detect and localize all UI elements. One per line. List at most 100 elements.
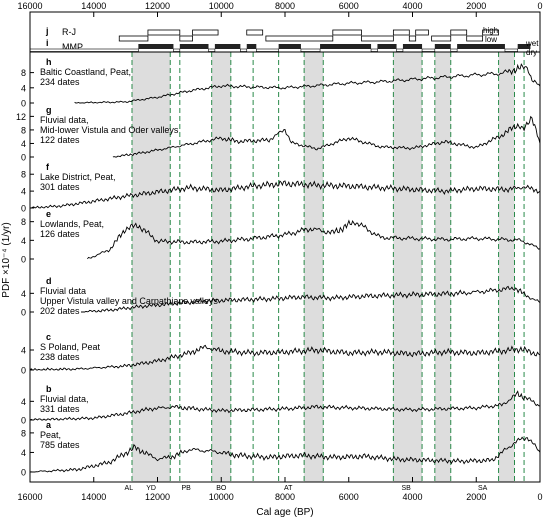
series-line-f: [30, 180, 541, 209]
mmp-dry-label: dry: [526, 48, 537, 57]
rj-high-seg-3: [332, 29, 362, 36]
y-tick-label-f-2: 0: [21, 204, 26, 214]
mmp-dry-seg-7: [396, 48, 404, 52]
y-tick-label-g-1: 8: [21, 125, 26, 135]
period-label-pb: PB: [182, 485, 192, 492]
dashed-boundaries: [131, 52, 525, 482]
mmp-wet-seg-7: [402, 44, 423, 49]
rj-low-seg-4: [408, 35, 417, 42]
shaded-band-1: [211, 52, 231, 482]
period-label-bo: BO: [216, 485, 227, 492]
x-tick-label-top-1: 14000: [81, 1, 106, 11]
mmp-dry-seg-3: [240, 48, 248, 52]
mmp-wet-seg-9: [457, 44, 505, 49]
series-dates-d: 202 dates: [40, 306, 80, 316]
rj-low-seg-0: [118, 35, 149, 42]
rj-high-label: high: [483, 26, 498, 35]
y-tick-label-h-2: 0: [21, 99, 26, 109]
x-tick-label-bottom-5: 6000: [339, 492, 359, 502]
rj-low-label: low: [485, 35, 497, 44]
rj-low-seg-2: [265, 35, 334, 42]
x-tick-label-bottom-4: 8000: [275, 492, 295, 502]
series-letter-c: c: [46, 332, 51, 342]
mmp-dry-seg-0: [29, 48, 139, 52]
series-name-e: Lowlands, Peat,: [40, 219, 104, 229]
y-tick-label-a-1: 4: [21, 448, 26, 458]
x-tick-label-bottom-2: 12000: [145, 492, 170, 502]
period-label-yd: YD: [146, 485, 156, 492]
rj-high-seg-0: [147, 29, 181, 36]
x-tick-label-top-6: 4000: [402, 1, 422, 11]
shaded-band-0: [132, 52, 171, 482]
y-tick-label-e-2: 0: [21, 255, 26, 265]
plot-frame: [29, 11, 541, 483]
x-tick-label-top-8: 0: [537, 1, 542, 11]
mmp-wet-seg-0: [138, 44, 174, 49]
series-line-d: [81, 285, 541, 313]
y-tick-label-d-1: 0: [21, 308, 26, 318]
series-letter-a: a: [46, 420, 52, 430]
mmp-wet-seg-5: [320, 44, 372, 49]
series-dates-b: 331 dates: [40, 404, 80, 414]
series-name-f: Lake District, Peat,: [40, 172, 116, 182]
mmp-dry-seg-9: [450, 48, 458, 52]
mmp-wet-seg-1: [179, 44, 209, 49]
series-dates-g: 122 dates: [40, 135, 80, 145]
row-letter-i: i: [46, 38, 49, 48]
series-letter-b: b: [46, 384, 52, 394]
rj-high-seg-4: [392, 29, 410, 36]
series-name2-d: Upper Vistula valley and Carpathians val…: [40, 296, 218, 306]
y-tick-label-f-0: 8: [21, 170, 26, 180]
series-name-h: Baltic Coastland, Peat,: [40, 67, 131, 77]
series-line-a: [29, 436, 541, 473]
x-tick-label-top-3: 10000: [209, 1, 234, 11]
series-name2-g: Mid-lower Vistula and Oder valleys: [40, 125, 179, 135]
mmp-wet-seg-2: [214, 44, 241, 49]
rj-high-seg-7: [482, 29, 499, 36]
rj-low-seg-5: [431, 35, 452, 42]
x-tick-label-bottom-8: 0: [537, 492, 542, 502]
shaded-band-5: [498, 52, 515, 482]
y-tick-label-g-0: 12: [16, 112, 26, 122]
x-tick-label-bottom-3: 10000: [209, 492, 234, 502]
mmp-dry-seg-5: [300, 48, 321, 52]
series-dates-h: 234 dates: [40, 77, 80, 87]
series-name-g: Fluvial data,: [40, 115, 89, 125]
mmp-dry-seg-6: [370, 48, 378, 52]
rj-high-seg-2: [246, 29, 264, 36]
x-tick-label-top-4: 8000: [275, 1, 295, 11]
series-line-c: [29, 344, 541, 371]
x-tick-label-bottom-6: 4000: [402, 492, 422, 502]
row-label-rj: R-J: [62, 27, 76, 37]
x-tick-label-top-7: 2000: [466, 1, 486, 11]
shaded-band-3: [393, 52, 423, 482]
y-tick-label-h-1: 4: [21, 83, 26, 93]
series-dates-e: 126 dates: [40, 229, 80, 239]
series-name-d: Fluvial data: [40, 286, 86, 296]
rj-high-seg-5: [415, 29, 429, 36]
row-label-mmp: MMP: [62, 42, 83, 52]
row-letter-j: j: [45, 26, 49, 36]
series-dates-f: 301 dates: [40, 182, 80, 192]
shaded-band-2: [304, 52, 324, 482]
series-name-b: Fluvial data,: [40, 394, 89, 404]
rj-low-seg-3: [361, 35, 394, 42]
series-letter-g: g: [46, 105, 52, 115]
y-tick-label-g-2: 4: [21, 139, 26, 149]
x-tick-label-top-0: 16000: [17, 1, 42, 11]
series-letter-e: e: [46, 209, 51, 219]
mmp-wet-seg-8: [434, 44, 451, 49]
y-tick-label-f-1: 4: [21, 187, 26, 197]
y-tick-label-c-1: 0: [21, 366, 26, 376]
y-tick-label-d-0: 4: [21, 289, 26, 299]
x-axis-label: Cal age (BP): [256, 507, 313, 518]
y-tick-label-b-0: 4: [21, 397, 26, 407]
